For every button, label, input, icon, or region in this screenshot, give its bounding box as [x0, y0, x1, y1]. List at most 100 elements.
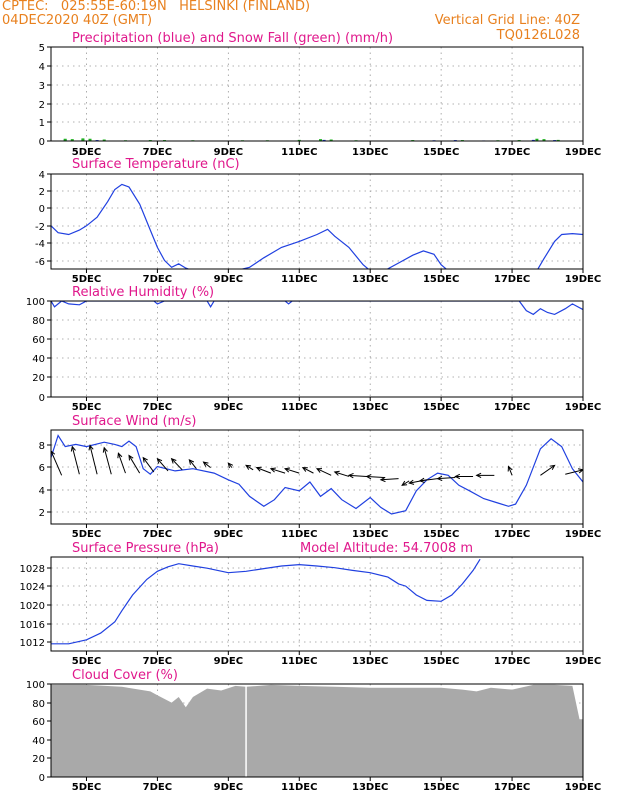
y-tick-label: 40 [32, 736, 45, 747]
wind-arrow-head [379, 476, 386, 483]
y-tick-label: 40 [32, 354, 45, 365]
wind-arrow-head [283, 467, 291, 473]
x-tick-label: 15DEC [423, 782, 459, 793]
x-tick-label: 5DEC [72, 529, 101, 540]
x-tick-label: 15DEC [423, 147, 459, 158]
y-tick-label: 1 [39, 118, 45, 129]
wind-arrow-head [255, 466, 262, 472]
y-tick-label: 0 [39, 137, 45, 148]
x-tick-label: 11DEC [281, 274, 317, 285]
panel-6: 100 80 60 40 20 0 5DEC 7DEC 9DEC 11DEC 13DEC 15DEC 1… [26, 668, 601, 793]
wind-arrow-head [128, 454, 134, 461]
y-tick-label: 2 [39, 187, 45, 198]
wind-arrow-head [301, 467, 308, 472]
x-tick-label: 5DEC [72, 782, 101, 793]
wind-arrow-head [475, 472, 482, 478]
wind-arrow-shaft [89, 445, 98, 475]
x-tick-label: 7DEC [143, 656, 172, 667]
plot-area [51, 558, 481, 645]
y-tick-label: 1020 [20, 601, 45, 612]
x-tick-label: 17DEC [494, 147, 530, 158]
precip-bar [63, 138, 67, 141]
wind-arrow-shaft [188, 459, 197, 470]
wind-arrow-head [188, 458, 195, 465]
wind-arrow-shaft [508, 466, 513, 476]
x-tick-label: 15DEC [423, 656, 459, 667]
y-tick-label: 2 [39, 100, 45, 111]
plot-area [51, 301, 583, 316]
precip-bar [535, 138, 539, 141]
wind-arrow-shaft [117, 453, 126, 474]
header-vertical-grid-line: Vertical Grid Line: 40Z [434, 13, 580, 28]
wind-arrow-head [51, 450, 56, 457]
wind-arrow-shaft [565, 469, 583, 475]
wind-arrow-shaft [334, 471, 350, 477]
precip-bar [81, 138, 85, 141]
x-tick-label: 17DEC [494, 782, 530, 793]
x-tick-label: 5DEC [72, 274, 101, 285]
wind-arrow-head [70, 445, 76, 452]
wind-arrow-shaft [71, 446, 80, 475]
panel-frame [50, 173, 584, 270]
cloud-cover-area [51, 684, 583, 777]
plot-area [51, 684, 583, 777]
wind-arrow-head [333, 470, 340, 476]
wind-arrow-head [315, 468, 323, 473]
panel-frame [50, 556, 584, 652]
x-tick-label: 15DEC [423, 402, 459, 413]
precip-bar [531, 139, 535, 141]
wind-arrow-head [408, 479, 415, 485]
panel-frame [50, 46, 584, 142]
wind-arrow-head [202, 461, 209, 467]
x-tick-label: 19DEC [565, 402, 601, 413]
x-tick-label: 9DEC [214, 529, 243, 540]
x-tick-label: 9DEC [214, 656, 243, 667]
x-tick-label: 9DEC [214, 402, 243, 413]
wind-arrow-head [578, 468, 583, 474]
x-tick-label: 17DEC [494, 402, 530, 413]
x-tick-label: 7DEC [143, 782, 172, 793]
x-tick-label: 13DEC [352, 656, 388, 667]
x-tick-label: 19DEC [565, 147, 601, 158]
x-tick-label: 11DEC [281, 656, 317, 667]
wind-arrow-head [117, 452, 123, 459]
x-tick-label: 15DEC [423, 274, 459, 285]
x-tick-label: 11DEC [281, 402, 317, 413]
wind-arrow-shaft [157, 458, 169, 472]
wind-arrow-head [436, 475, 443, 482]
y-tick-label: 60 [32, 335, 45, 346]
wind-arrow-shaft [401, 480, 410, 486]
y-tick-label: 0 [39, 204, 45, 215]
panel-4: 8 6 4 2 5DEC 7DEC 9DEC 11DEC 13DEC 15DEC 17DEC 19DE… [39, 414, 602, 540]
wind-arrow-head [88, 444, 94, 451]
y-tick-label: 20 [32, 373, 45, 384]
wind-arrow-shaft [51, 450, 63, 476]
wind-arrow-shaft [316, 468, 332, 476]
x-tick-label: 7DEC [143, 147, 172, 158]
precip-bar [329, 139, 333, 141]
series-line [51, 558, 481, 645]
x-tick-label: 19DEC [565, 529, 601, 540]
x-tick-label: 5DEC [72, 656, 101, 667]
wind-arrow-head [142, 456, 148, 463]
y-tick-label: 8 [39, 441, 45, 452]
x-tick-label: 19DEC [565, 782, 601, 793]
x-tick-label: 5DEC [72, 402, 101, 413]
wind-arrow-head [245, 464, 252, 470]
series-line [51, 434, 583, 515]
wind-arrow-head [269, 467, 276, 473]
wind-arrow-shaft [128, 455, 141, 474]
x-tick-label: 7DEC [143, 274, 172, 285]
wind-arrow-head [227, 462, 234, 469]
x-tick-label: 17DEC [494, 274, 530, 285]
y-tick-label: 4 [39, 170, 45, 181]
x-tick-label: 17DEC [494, 529, 530, 540]
precip-bar [556, 139, 560, 141]
x-tick-label: 7DEC [143, 402, 172, 413]
y-tick-label: -4 [35, 239, 45, 250]
y-tick-label: 5 [39, 43, 45, 54]
panel-title: Surface Wind (m/s) [72, 414, 196, 429]
wind-arrow-shaft [203, 461, 211, 468]
wind-arrow-shaft [366, 475, 385, 479]
x-tick-label: 13DEC [352, 402, 388, 413]
